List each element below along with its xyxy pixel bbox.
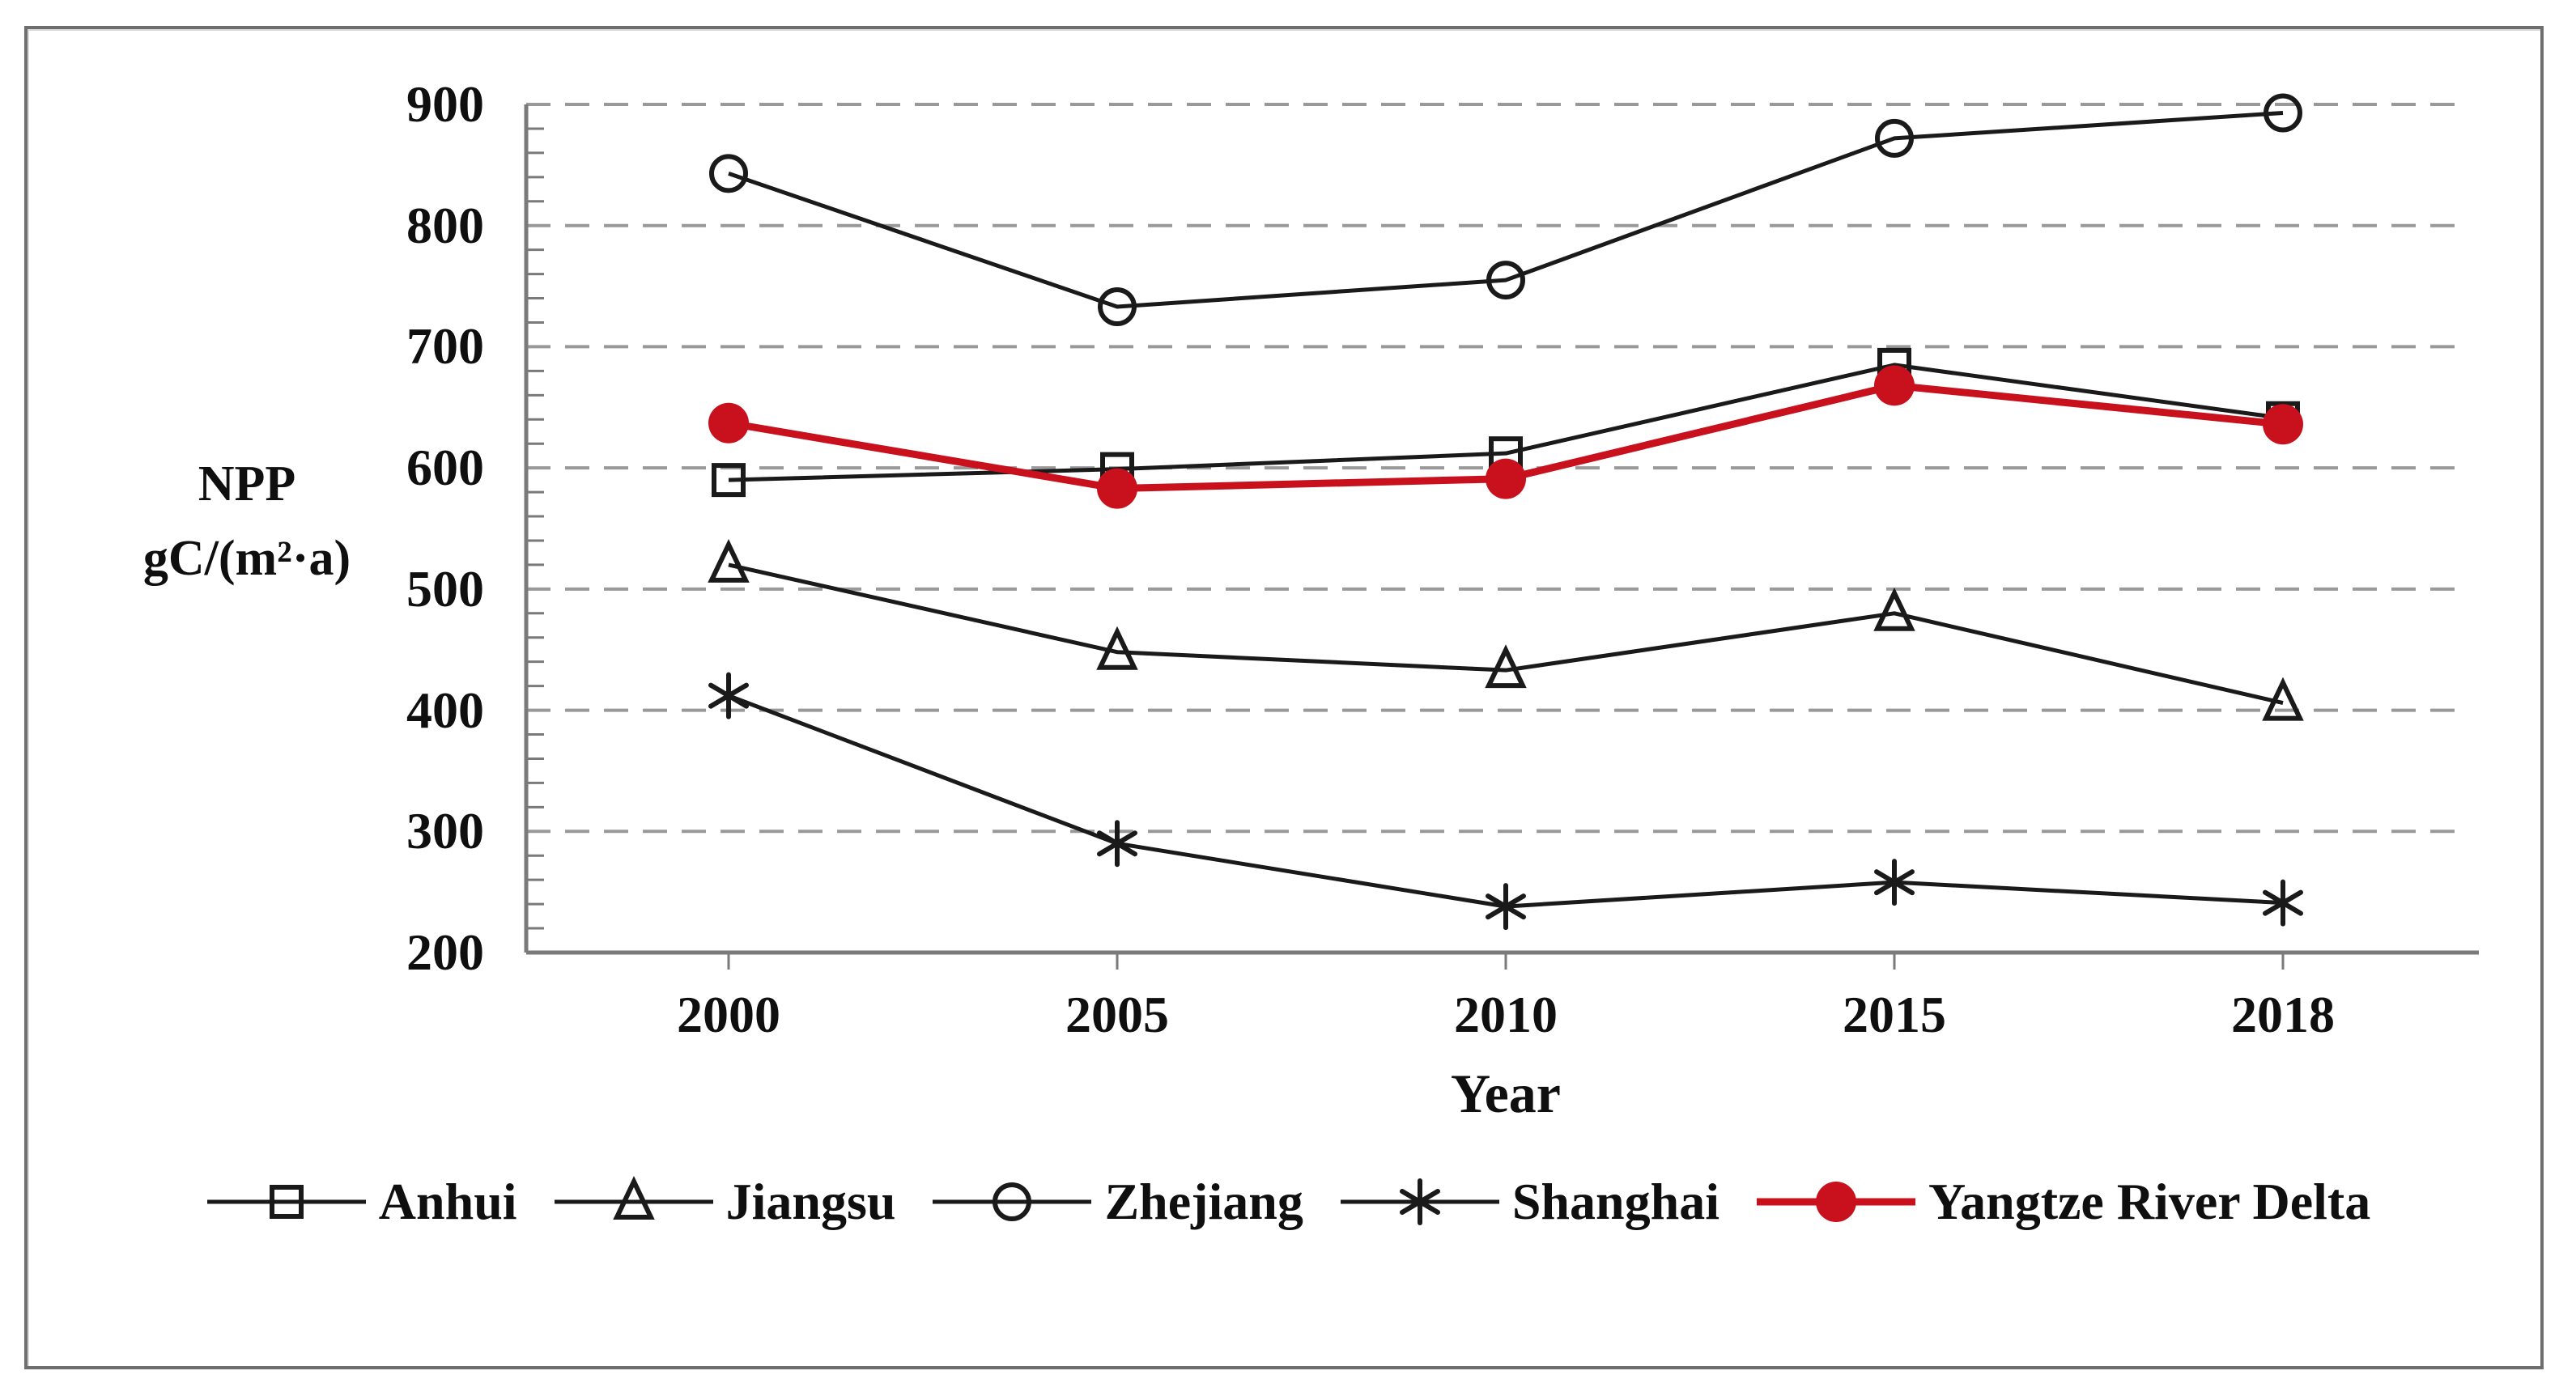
marker-yangtze-river-delta-2018 [2263,404,2303,445]
x-tick-label-2018: 2018 [2231,986,2335,1043]
legend-marker-shanghai [1340,1178,1499,1225]
y-tick-label-500: 500 [406,559,484,617]
legend-marker-glyph-anhui [269,1185,304,1219]
marker-yangtze-river-delta-2010 [1486,458,1526,499]
marker-anhui-2000 [712,463,746,498]
marker-yangtze-river-delta-2005 [1097,468,1137,509]
x-axis-title: Year [1451,1063,1561,1124]
marker-jiangsu-2015 [1873,587,1915,631]
y-axis-title: NPP gC/(m²·a) [45,447,449,596]
marker-zhejiang-2018 [2264,93,2302,133]
series-line-shanghai [728,694,2284,909]
marker-jiangsu-2010 [1485,644,1527,689]
legend-label-zhejiang: Zhejiang [1104,1173,1303,1230]
legend-marker-glyph-shanghai [1399,1189,1440,1215]
marker-shanghai-2000 [708,682,749,709]
y-tick-label-900: 900 [406,75,484,133]
y-axis-title-line2: gC/(m²·a) [142,531,351,586]
chart-legend: Anhui Jiangsu Zhejiang Shanghai Yangtze Rive… [0,1172,2576,1232]
marker-jiangsu-2000 [708,538,750,583]
marker-zhejiang-2010 [1486,261,1525,300]
legend-marker-glyph-zhejiang [993,1182,1032,1221]
marker-shanghai-2005 [1097,830,1137,857]
marker-shanghai-2010 [1486,893,1526,920]
y-tick-label-800: 800 [406,196,484,254]
marker-zhejiang-2000 [709,154,748,193]
x-tick-label-2000: 2000 [677,986,780,1043]
marker-jiangsu-2018 [2262,677,2304,721]
series-line-zhejiang [728,110,2284,309]
legend-item-zhejiang: Zhejiang [931,1172,1303,1232]
y-tick-label-600: 600 [406,439,484,497]
marker-shanghai-2015 [1874,869,1915,896]
marker-jiangsu-2005 [1096,626,1138,670]
marker-yangtze-river-delta-2000 [708,402,749,443]
legend-label-jiangsu: Jiangsu [725,1173,896,1230]
marker-zhejiang-2015 [1875,118,1914,158]
y-axis-title-line1: NPP [198,456,296,511]
y-tick-label-400: 400 [406,681,484,739]
legend-item-shanghai: Shanghai [1339,1172,1719,1232]
x-tick-label-2010: 2010 [1454,986,1558,1043]
marker-shanghai-2018 [2263,889,2303,916]
legend-label-yangtze-river-delta: Yangtze River Delta [1928,1173,2371,1230]
legend-marker-jiangsu [554,1176,713,1220]
x-tick-label-2005: 2005 [1065,986,1169,1043]
figure-frame [24,26,2544,1369]
legend-item-anhui: Anhui [206,1172,517,1232]
marker-zhejiang-2005 [1098,287,1137,327]
y-tick-label-700: 700 [406,317,484,376]
legend-item-jiangsu: Jiangsu [553,1172,896,1232]
y-tick-label-300: 300 [406,802,484,860]
series-line-anhui [728,363,2284,482]
legend-item-yangtze-river-delta: Yangtze River Delta [1755,1172,2370,1232]
legend-marker-glyph-jiangsu [612,1176,655,1220]
legend-label-shanghai: Shanghai [1511,1173,1719,1230]
y-tick-label-200: 200 [406,923,484,981]
legend-marker-anhui [206,1185,366,1219]
series-line-jiangsu [728,562,2284,706]
legend-marker-yangtze-river-delta [1756,1182,1915,1222]
legend-marker-zhejiang [933,1182,1092,1221]
legend-marker-glyph-yangtze-river-delta [1815,1182,1856,1222]
legend-label-anhui: Anhui [378,1173,517,1230]
x-tick-label-2015: 2015 [1843,986,1946,1043]
marker-yangtze-river-delta-2015 [1874,365,1915,406]
